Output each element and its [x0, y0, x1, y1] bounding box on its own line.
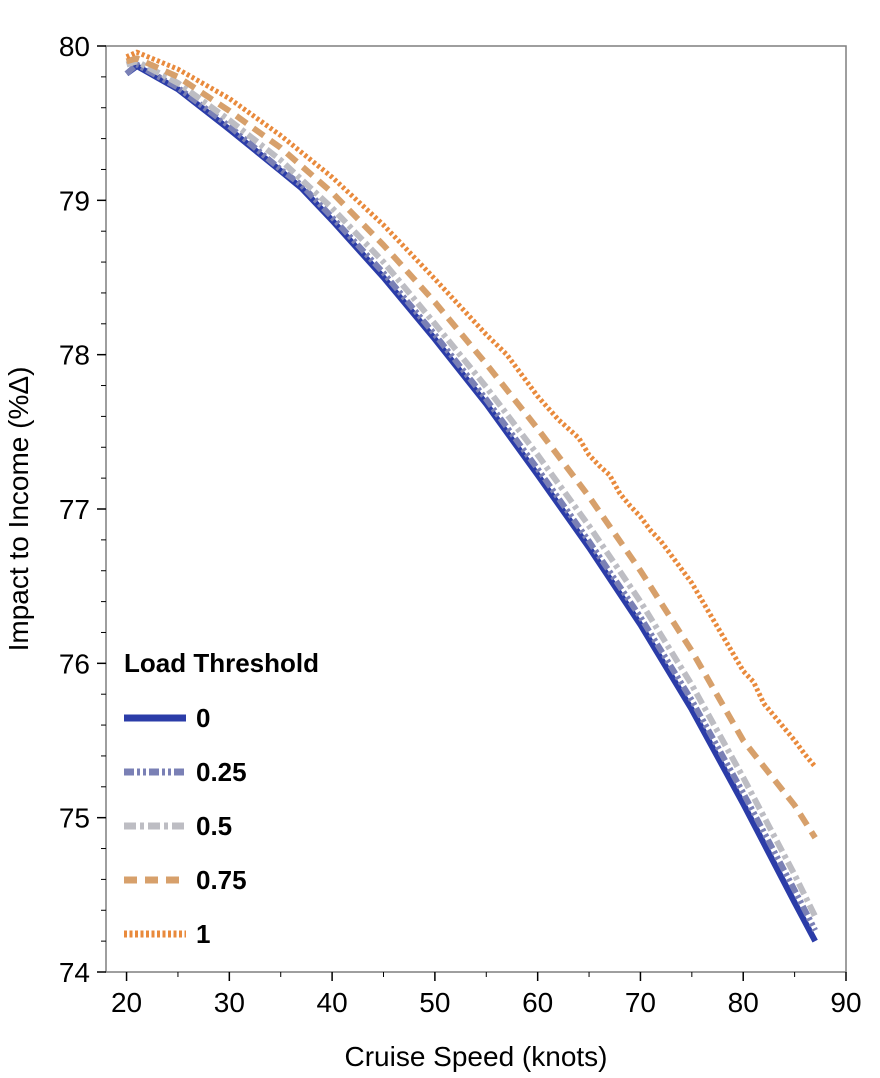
x-axis: 20 30 40 50 60 70 80 90 — [111, 972, 862, 1018]
y-tick-label: 76 — [59, 648, 90, 679]
x-axis-title: Cruise Speed (knots) — [344, 1041, 607, 1072]
y-tick-label: 75 — [59, 803, 90, 834]
x-tick-label: 60 — [522, 987, 553, 1018]
series-line-0-5 — [125, 58, 818, 918]
y-axis: 74 75 76 77 78 79 80 — [59, 31, 106, 988]
legend-label: 0.5 — [196, 811, 232, 841]
legend-title: Load Threshold — [124, 648, 319, 678]
x-tick-label: 20 — [111, 987, 142, 1018]
legend-label: 1 — [196, 919, 210, 949]
x-tick-label: 70 — [625, 987, 656, 1018]
series-line-0-25 — [124, 61, 818, 932]
y-tick-label: 74 — [59, 957, 90, 988]
legend: Load Threshold 0 0.25 0.5 0.75 1 — [124, 648, 319, 949]
y-tick-label: 79 — [59, 185, 90, 216]
legend-label: 0.25 — [196, 757, 247, 787]
x-tick-label: 90 — [830, 987, 861, 1018]
series-line-1 — [125, 49, 818, 769]
y-tick-label: 78 — [59, 340, 90, 371]
series-layer — [124, 49, 818, 943]
legend-label: 0 — [196, 703, 210, 733]
plot-frame — [105, 45, 847, 973]
y-axis-title: Impact to Income (%Δ) — [3, 367, 34, 652]
x-tick-label: 80 — [728, 987, 759, 1018]
x-tick-label: 30 — [214, 987, 245, 1018]
x-tick-label: 50 — [419, 987, 450, 1018]
series-line-0-75 — [125, 55, 818, 840]
y-tick-label: 80 — [59, 31, 90, 62]
y-tick-label: 77 — [59, 494, 90, 525]
x-tick-label: 40 — [317, 987, 348, 1018]
legend-label: 0.75 — [196, 865, 247, 895]
